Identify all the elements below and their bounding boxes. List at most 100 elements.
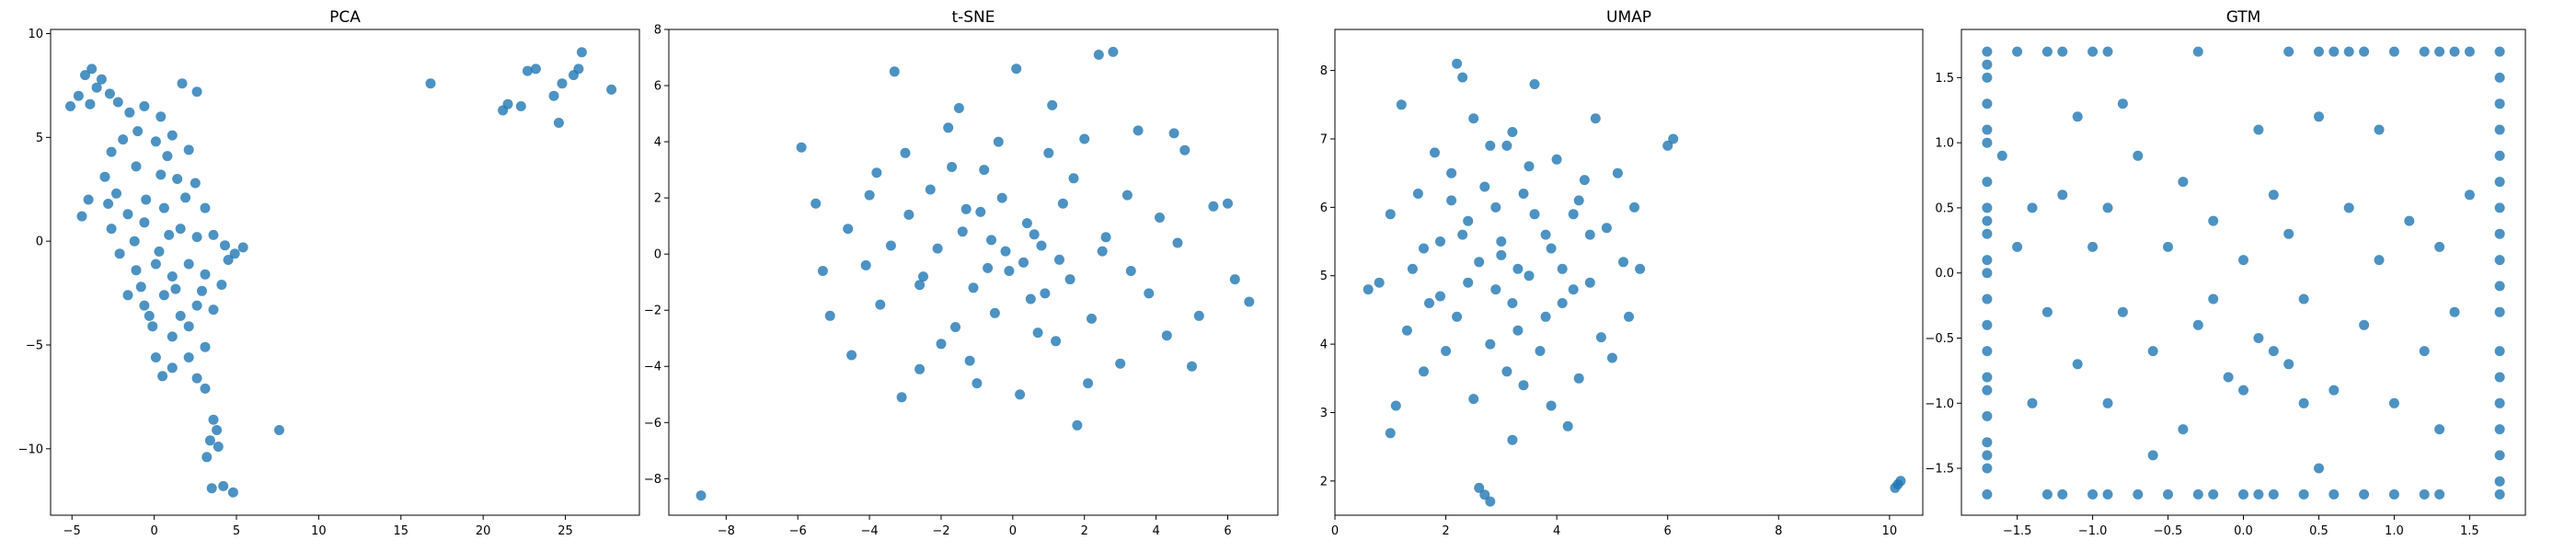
data-point (1452, 311, 1463, 322)
x-tick-label: 6 (1664, 524, 1672, 538)
data-point (1083, 378, 1094, 389)
data-point (1121, 190, 1133, 201)
x-tick-label: −5 (63, 524, 81, 538)
data-point (957, 226, 968, 237)
data-point (139, 101, 150, 111)
data-point (2343, 202, 2354, 213)
data-point (1982, 202, 1993, 213)
data-point (1463, 215, 1474, 226)
data-point (103, 199, 114, 209)
data-point (155, 169, 167, 180)
data-point (993, 136, 1004, 147)
scatter-points (65, 47, 617, 498)
data-point (106, 224, 117, 235)
data-point (811, 198, 822, 209)
data-point (875, 299, 886, 310)
data-point (896, 392, 907, 403)
data-point (983, 262, 994, 273)
data-point (2449, 306, 2460, 317)
data-point (274, 425, 284, 435)
data-point (1629, 201, 1639, 213)
y-tick-label: 0 (654, 248, 661, 262)
x-tick-label: 0 (150, 524, 157, 538)
x-tick-label: 4 (1553, 524, 1560, 538)
data-point (164, 229, 175, 240)
data-point (996, 192, 1007, 203)
data-point (2434, 489, 2445, 500)
chart-panel-1: −8 −6 −4 −2 0 2 4 6 −8 −6 −4 −2 0 2 4 6 8 t-SNE (644, 8, 1279, 538)
data-point (947, 162, 958, 172)
data-point (425, 78, 436, 89)
data-point (1518, 380, 1529, 391)
data-point (950, 322, 960, 332)
data-point (237, 242, 248, 253)
data-point (141, 194, 152, 205)
data-point (129, 236, 140, 247)
chart-panel-3: −1.5 −1.0 −0.5 0.0 0.5 1.0 1.5 −1.5 −1.0 −0.5 0.0 0… (1925, 8, 2526, 538)
data-point (170, 283, 181, 294)
data-point (2419, 489, 2430, 500)
data-point (860, 259, 871, 270)
data-point (975, 206, 986, 217)
data-point (1573, 373, 1584, 384)
data-point (2268, 489, 2279, 500)
y-tick-label: 4 (654, 136, 661, 150)
data-point (1412, 189, 1423, 199)
data-point (147, 321, 158, 332)
data-point (1229, 274, 1240, 285)
data-point (85, 98, 96, 109)
data-point (2147, 346, 2158, 357)
data-point (2388, 489, 2399, 500)
data-point (2298, 489, 2309, 500)
data-point (1485, 496, 1496, 507)
data-point (1435, 291, 1445, 302)
data-point (2494, 46, 2505, 57)
data-point (502, 98, 513, 109)
scatter-points (1982, 46, 2505, 500)
data-point (936, 339, 947, 350)
data-point (80, 70, 90, 81)
data-point (131, 265, 142, 276)
data-point (1125, 266, 1136, 276)
data-point (197, 285, 207, 296)
scatter-points (1363, 58, 1906, 507)
data-point (1468, 113, 1479, 124)
y-tick-label: 5 (36, 132, 43, 145)
data-point (1093, 50, 1104, 60)
data-point (1385, 428, 1396, 439)
data-point (114, 248, 125, 259)
x-tick-label: 4 (1152, 524, 1159, 538)
data-point (167, 271, 178, 282)
data-point (1018, 257, 1029, 268)
data-point (2253, 333, 2264, 343)
data-point (2464, 46, 2475, 57)
x-tick-label: 6 (1224, 524, 1231, 538)
data-point (1485, 140, 1496, 151)
data-point (73, 90, 84, 101)
data-point (191, 300, 202, 311)
data-point (2208, 489, 2219, 500)
data-point (2404, 215, 2415, 226)
data-point (99, 171, 110, 182)
data-point (1015, 389, 1026, 400)
data-point (2494, 202, 2505, 213)
data-point (96, 74, 107, 85)
chart-title: GTM (2226, 8, 2261, 27)
y-tick-label: −4 (644, 361, 661, 374)
data-point (175, 310, 186, 321)
data-point (843, 224, 854, 235)
data-point (190, 178, 201, 189)
data-point (1529, 79, 1540, 89)
data-point (2388, 46, 2399, 57)
x-tick-label: 0.0 (2234, 524, 2253, 538)
data-point (2329, 46, 2340, 57)
data-point (1446, 195, 1457, 206)
data-point (2343, 46, 2354, 57)
data-point (2434, 424, 2445, 435)
data-point (155, 111, 167, 122)
data-point (2147, 450, 2158, 461)
data-point (918, 271, 928, 282)
axes-frame (1334, 29, 1924, 516)
data-point (1982, 410, 1993, 421)
y-tick-label: 10 (28, 28, 43, 41)
